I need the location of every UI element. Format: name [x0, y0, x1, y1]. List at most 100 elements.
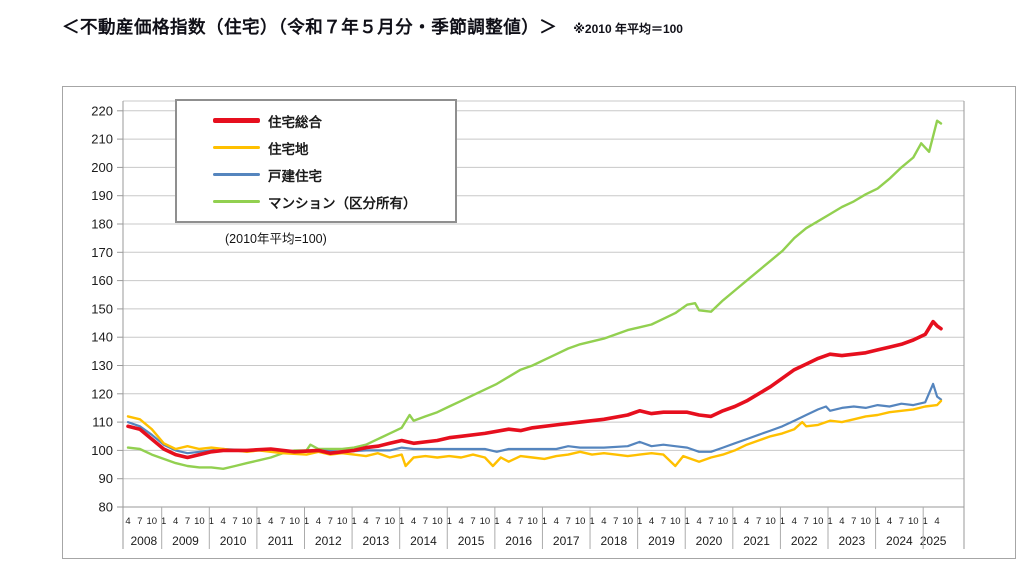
svg-text:130: 130: [91, 358, 113, 373]
chart-legend: 住宅総合住宅地戸建住宅マンション（区分所有）: [175, 99, 457, 223]
svg-text:4: 4: [744, 516, 749, 527]
legend-item-2: 戸建住宅: [213, 163, 455, 187]
svg-text:7: 7: [804, 516, 809, 527]
svg-text:4: 4: [934, 516, 939, 527]
legend-base-note: (2010年平均=100): [225, 232, 327, 246]
svg-text:7: 7: [851, 516, 856, 527]
svg-text:4: 4: [506, 516, 511, 527]
svg-text:2024: 2024: [886, 534, 913, 548]
svg-text:210: 210: [91, 132, 113, 147]
svg-text:7: 7: [899, 516, 904, 527]
legend-line-swatch: [213, 199, 260, 204]
svg-text:1: 1: [304, 516, 309, 527]
svg-text:10: 10: [527, 516, 538, 527]
svg-text:10: 10: [860, 516, 871, 527]
svg-text:7: 7: [375, 516, 380, 527]
legend-item-1: 住宅地: [213, 136, 455, 160]
svg-text:10: 10: [480, 516, 491, 527]
legend-item-3: マンション（区分所有）: [213, 190, 455, 214]
svg-text:10: 10: [622, 516, 633, 527]
svg-text:2009: 2009: [172, 534, 199, 548]
svg-text:7: 7: [137, 516, 142, 527]
svg-text:190: 190: [91, 188, 113, 203]
svg-text:180: 180: [91, 217, 113, 232]
svg-text:2017: 2017: [553, 534, 580, 548]
svg-text:10: 10: [147, 516, 158, 527]
svg-text:10: 10: [765, 516, 776, 527]
svg-text:90: 90: [99, 471, 113, 486]
svg-text:2010: 2010: [220, 534, 247, 548]
svg-text:2015: 2015: [458, 534, 485, 548]
svg-text:4: 4: [363, 516, 368, 527]
svg-text:1: 1: [732, 516, 737, 527]
svg-text:1: 1: [827, 516, 832, 527]
legend-label: 戸建住宅: [268, 168, 322, 184]
svg-text:10: 10: [289, 516, 300, 527]
svg-text:2014: 2014: [410, 534, 437, 548]
svg-text:4: 4: [601, 516, 606, 527]
svg-text:4: 4: [221, 516, 226, 527]
svg-text:4: 4: [458, 516, 463, 527]
svg-text:10: 10: [813, 516, 824, 527]
svg-text:1: 1: [589, 516, 594, 527]
svg-text:80: 80: [99, 500, 113, 515]
svg-text:150: 150: [91, 301, 113, 316]
svg-text:2022: 2022: [791, 534, 818, 548]
svg-text:1: 1: [256, 516, 261, 527]
svg-text:1: 1: [351, 516, 356, 527]
page-title: ＜不動産価格指数（住宅）（令和７年５月分・季節調整値）＞: [62, 17, 558, 37]
legend-item-0: 住宅総合: [213, 109, 455, 133]
svg-text:7: 7: [185, 516, 190, 527]
svg-text:2012: 2012: [315, 534, 342, 548]
legend-label: マンション（区分所有）: [268, 195, 417, 211]
svg-text:7: 7: [518, 516, 523, 527]
svg-text:10: 10: [908, 516, 919, 527]
svg-text:7: 7: [328, 516, 333, 527]
svg-text:1: 1: [780, 516, 785, 527]
title-base-note: ※2010 年平均＝100: [573, 22, 683, 36]
svg-text:2025: 2025: [920, 534, 947, 548]
legend-line-swatch: [213, 172, 260, 177]
svg-text:2013: 2013: [363, 534, 390, 548]
svg-text:1: 1: [447, 516, 452, 527]
svg-text:10: 10: [337, 516, 348, 527]
svg-text:7: 7: [232, 516, 237, 527]
svg-text:1: 1: [494, 516, 499, 527]
svg-text:7: 7: [566, 516, 571, 527]
svg-text:4: 4: [173, 516, 178, 527]
svg-text:220: 220: [91, 103, 113, 118]
svg-text:10: 10: [670, 516, 681, 527]
svg-text:1: 1: [399, 516, 404, 527]
svg-text:7: 7: [280, 516, 285, 527]
svg-text:1: 1: [161, 516, 166, 527]
svg-text:4: 4: [554, 516, 559, 527]
price-index-line-chart: 8090100110120130140150160170180190200210…: [91, 100, 965, 549]
svg-text:110: 110: [92, 415, 113, 430]
svg-text:4: 4: [411, 516, 416, 527]
svg-text:2021: 2021: [743, 534, 770, 548]
svg-text:4: 4: [125, 516, 130, 527]
svg-text:2019: 2019: [648, 534, 675, 548]
svg-text:7: 7: [756, 516, 761, 527]
svg-text:1: 1: [923, 516, 928, 527]
svg-text:4: 4: [839, 516, 844, 527]
svg-text:160: 160: [91, 273, 113, 288]
svg-text:1: 1: [685, 516, 690, 527]
svg-text:7: 7: [708, 516, 713, 527]
svg-text:100: 100: [91, 443, 113, 458]
svg-text:1: 1: [875, 516, 880, 527]
svg-text:4: 4: [268, 516, 273, 527]
svg-text:10: 10: [194, 516, 205, 527]
svg-text:10: 10: [432, 516, 443, 527]
svg-text:4: 4: [696, 516, 701, 527]
svg-text:120: 120: [91, 386, 113, 401]
svg-text:10: 10: [242, 516, 253, 527]
svg-text:10: 10: [384, 516, 395, 527]
svg-text:10: 10: [575, 516, 586, 527]
svg-text:170: 170: [91, 245, 113, 260]
svg-text:7: 7: [613, 516, 618, 527]
svg-text:2023: 2023: [838, 534, 865, 548]
svg-text:1: 1: [637, 516, 642, 527]
svg-text:7: 7: [470, 516, 475, 527]
